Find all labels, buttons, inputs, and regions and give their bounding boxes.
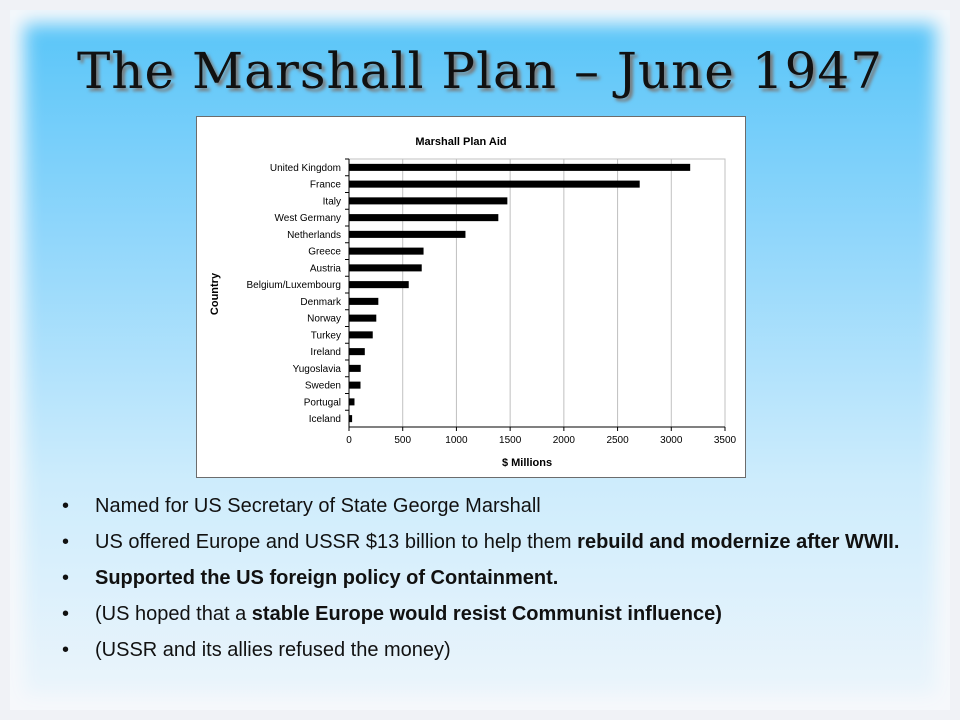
bar [349, 348, 365, 356]
y-tick-label: Turkey [311, 330, 341, 341]
x-tick-label: 3000 [660, 435, 683, 446]
bar [349, 281, 409, 289]
bar [349, 314, 377, 322]
x-tick-label: 3500 [714, 435, 737, 446]
bullet-dot: • [62, 495, 70, 517]
bar [349, 415, 353, 423]
bar [349, 381, 361, 389]
chart-bars [349, 163, 691, 423]
y-tick-label: France [310, 180, 342, 191]
bar [349, 197, 508, 205]
x-tick-label: 0 [346, 435, 352, 446]
bar [349, 364, 361, 372]
x-tick-label: 1000 [445, 435, 468, 446]
y-tick-label: Ireland [310, 347, 341, 358]
bullet-item: • (US hoped that a stable Europe would re… [62, 602, 942, 627]
bar [349, 297, 379, 305]
slide-title: The Marshall Plan – June 1947 [76, 42, 884, 100]
y-tick-label: Netherlands [287, 230, 341, 241]
y-tick-label: Portugal [304, 397, 341, 408]
y-tick-label: Yugoslavia [293, 364, 342, 375]
bullet-item: • (USSR and its allies refused the money) [62, 638, 942, 663]
bar [349, 180, 640, 188]
y-tick-label: Greece [308, 247, 341, 258]
bullet-item: • Named for US Secretary of State George … [62, 494, 942, 519]
marshall-plan-aid-chart: 0 500 1000 1500 2000 2500 3000 3500 United Kingd… [196, 116, 746, 478]
bullet-item: • US offered Europe and USSR $13 billion … [62, 530, 942, 555]
chart-title: Marshall Plan Aid [415, 136, 506, 148]
y-tick-label: Denmark [300, 297, 342, 308]
y-tick-label: Belgium/Luxembourg [247, 280, 342, 291]
x-tick-label: 2500 [606, 435, 629, 446]
bullet-text: (USSR and its allies refused the money) [95, 639, 451, 661]
bullet-text-bold: rebuild and modernize after WWII. [577, 531, 900, 553]
y-tick-label: Sweden [305, 381, 341, 392]
bar [349, 398, 355, 406]
y-tick-label: Norway [307, 314, 341, 325]
bullet-text: US offered Europe and USSR $13 billion t… [95, 531, 578, 553]
y-tick-label: United Kingdom [270, 163, 341, 174]
chart-axes: 0 500 1000 1500 2000 2500 3000 3500 United Kingd… [247, 158, 737, 446]
y-tick-label: Italy [323, 196, 341, 207]
bar [349, 214, 499, 222]
chart-x-axis-label: $ Millions [502, 457, 552, 469]
y-tick-label: West Germany [275, 213, 342, 224]
x-tick-label: 500 [394, 435, 411, 446]
bullet-dot: • [62, 567, 70, 589]
bar [349, 247, 424, 255]
bullet-text: Named for US Secretary of State George M… [95, 495, 541, 517]
bar [349, 230, 466, 238]
y-tick-label: Austria [310, 263, 342, 274]
bar [349, 331, 373, 339]
bullet-dot: • [62, 603, 70, 625]
bar [349, 264, 422, 272]
bullet-item: • Supported the US foreign policy of Cont… [62, 566, 942, 591]
x-tick-label: 1500 [499, 435, 522, 446]
bullet-text: (US hoped that a [95, 603, 252, 625]
bullet-text-bold: stable Europe would resist Communist inf… [251, 603, 722, 625]
bullet-dot: • [62, 639, 70, 661]
y-tick-label: Iceland [309, 414, 341, 425]
bullet-list: • Named for US Secretary of State George … [62, 494, 942, 674]
bar [349, 163, 691, 171]
bullet-dot: • [62, 531, 70, 553]
chart-canvas: 0 500 1000 1500 2000 2500 3000 3500 United Kingd… [209, 136, 737, 469]
x-tick-label: 2000 [553, 435, 576, 446]
bullet-text-bold: Supported the US foreign policy of Conta… [95, 567, 559, 589]
chart-y-axis-label: Country [209, 272, 221, 315]
